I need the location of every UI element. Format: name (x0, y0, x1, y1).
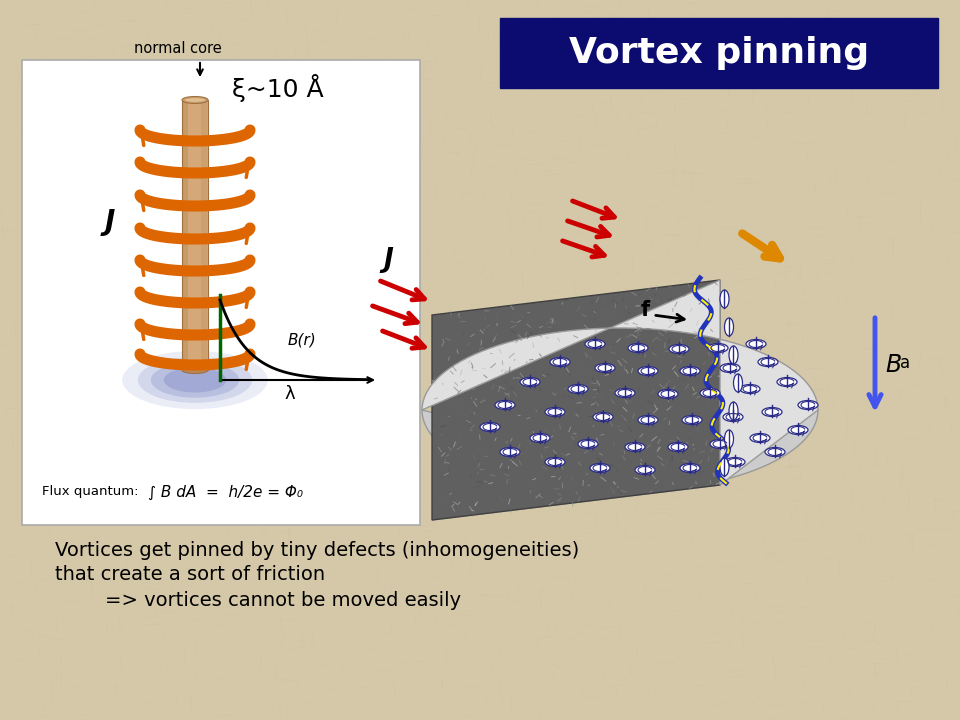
Ellipse shape (480, 423, 500, 431)
Ellipse shape (638, 366, 658, 376)
Ellipse shape (658, 390, 678, 398)
Ellipse shape (615, 389, 635, 397)
Polygon shape (422, 410, 818, 520)
Ellipse shape (682, 415, 702, 425)
Text: J: J (383, 247, 393, 273)
Ellipse shape (593, 413, 613, 421)
Ellipse shape (733, 374, 742, 392)
Ellipse shape (578, 439, 598, 449)
Ellipse shape (182, 96, 208, 104)
Ellipse shape (545, 408, 565, 416)
Text: => vortices cannot be moved easily: => vortices cannot be moved easily (55, 590, 461, 610)
Text: ξ~10 Å: ξ~10 Å (232, 74, 324, 102)
Ellipse shape (164, 367, 227, 392)
Ellipse shape (720, 364, 740, 372)
Ellipse shape (520, 377, 540, 387)
Ellipse shape (122, 351, 268, 409)
Ellipse shape (595, 364, 615, 372)
Ellipse shape (638, 415, 658, 425)
Ellipse shape (723, 413, 743, 421)
Ellipse shape (762, 408, 782, 416)
Ellipse shape (725, 430, 733, 448)
Ellipse shape (625, 443, 645, 451)
Ellipse shape (590, 464, 610, 472)
Ellipse shape (725, 457, 745, 467)
Ellipse shape (725, 318, 733, 336)
Ellipse shape (628, 343, 648, 353)
Text: f: f (640, 300, 650, 320)
Ellipse shape (720, 458, 729, 476)
Text: that create a sort of friction: that create a sort of friction (55, 565, 325, 585)
Ellipse shape (729, 402, 738, 420)
Bar (182, 100, 208, 370)
Ellipse shape (495, 400, 515, 410)
Ellipse shape (568, 384, 588, 394)
Ellipse shape (750, 433, 770, 443)
Ellipse shape (680, 464, 700, 472)
Bar (201, 100, 207, 370)
Ellipse shape (182, 366, 208, 374)
Ellipse shape (550, 358, 570, 366)
Ellipse shape (708, 343, 728, 353)
Ellipse shape (740, 384, 760, 394)
Ellipse shape (151, 362, 239, 397)
Text: normal core: normal core (134, 40, 222, 55)
Text: J: J (105, 208, 115, 236)
Ellipse shape (669, 344, 689, 354)
Ellipse shape (668, 443, 688, 451)
Ellipse shape (788, 426, 808, 434)
Ellipse shape (585, 340, 605, 348)
Ellipse shape (700, 389, 720, 397)
Ellipse shape (530, 433, 550, 443)
Ellipse shape (758, 358, 778, 366)
Polygon shape (422, 280, 818, 485)
Ellipse shape (798, 400, 818, 410)
Ellipse shape (765, 448, 785, 456)
Ellipse shape (746, 340, 766, 348)
Ellipse shape (138, 357, 252, 403)
Text: $B$: $B$ (885, 353, 901, 377)
Ellipse shape (545, 457, 565, 467)
Bar (182, 100, 188, 370)
Ellipse shape (720, 290, 729, 308)
Text: Vortex pinning: Vortex pinning (569, 36, 869, 70)
Ellipse shape (500, 448, 520, 456)
Ellipse shape (635, 466, 655, 474)
Ellipse shape (777, 377, 797, 387)
Text: Flux quantum:: Flux quantum: (42, 485, 138, 498)
Ellipse shape (185, 98, 205, 102)
Text: a: a (900, 354, 910, 372)
Ellipse shape (729, 346, 738, 364)
Text: ∫ B dA  =  h/2e = Φ₀: ∫ B dA = h/2e = Φ₀ (148, 485, 303, 500)
Text: Vortices get pinned by tiny defects (inhomogeneities): Vortices get pinned by tiny defects (inh… (55, 541, 579, 559)
Text: λ: λ (285, 385, 296, 403)
Text: B(r): B(r) (288, 333, 317, 348)
Ellipse shape (710, 439, 730, 449)
Bar (500, 18, 938, 88)
Polygon shape (432, 280, 720, 520)
Bar (22, 60, 420, 525)
Ellipse shape (680, 366, 700, 376)
Bar (182, 100, 208, 370)
